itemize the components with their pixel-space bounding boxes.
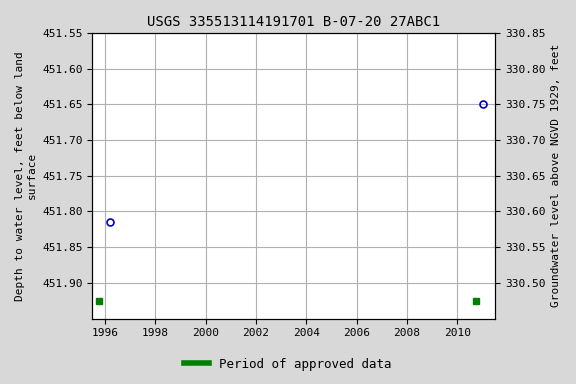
Title: USGS 335513114191701 B-07-20 27ABC1: USGS 335513114191701 B-07-20 27ABC1 bbox=[147, 15, 441, 29]
Y-axis label: Depth to water level, feet below land
surface: Depth to water level, feet below land su… bbox=[15, 51, 37, 301]
Y-axis label: Groundwater level above NGVD 1929, feet: Groundwater level above NGVD 1929, feet bbox=[551, 44, 561, 307]
Legend: Period of approved data: Period of approved data bbox=[179, 353, 397, 376]
